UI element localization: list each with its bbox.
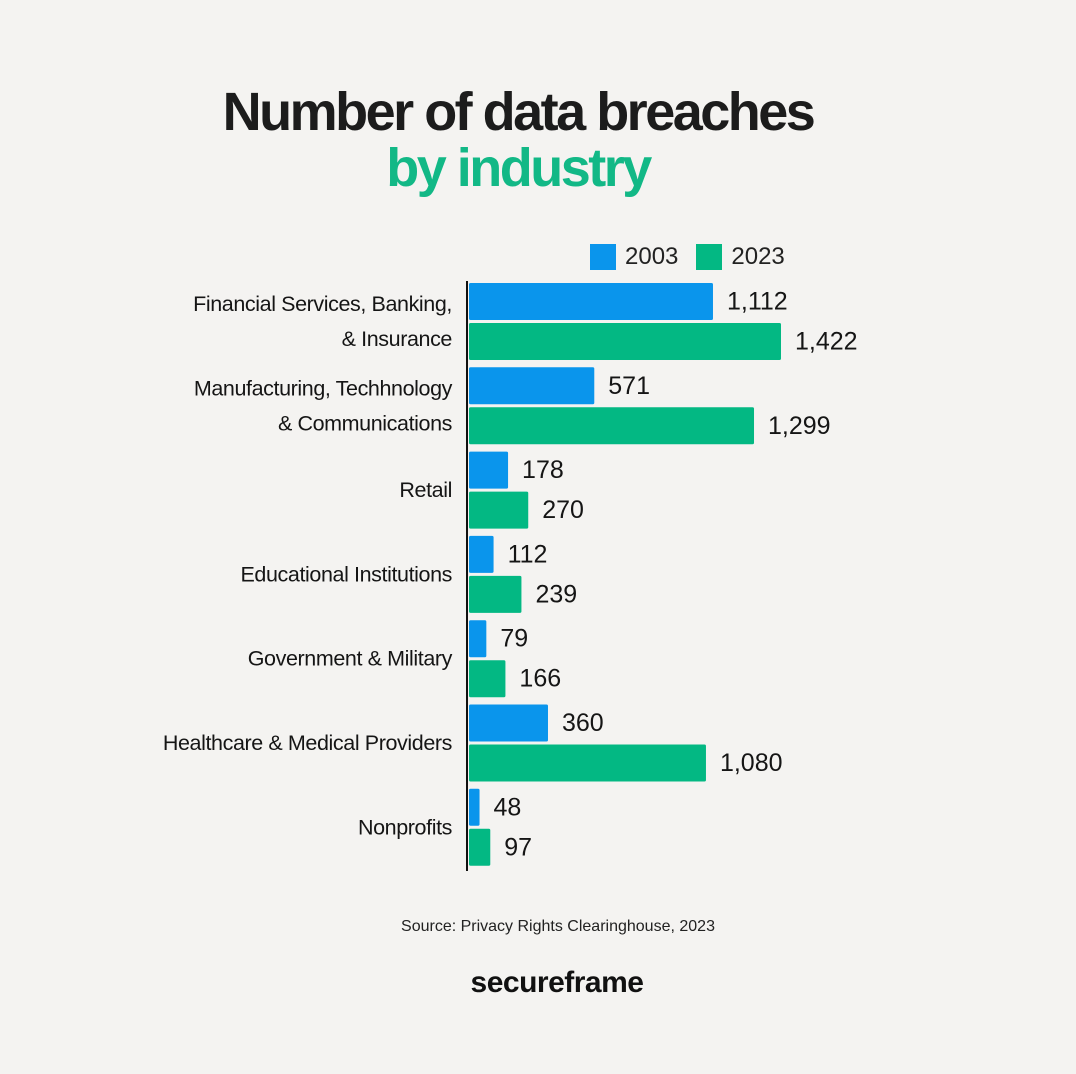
- bar-2023: [469, 744, 706, 782]
- value-label-2003: 178: [522, 456, 564, 484]
- value-label-2003: 112: [508, 540, 548, 568]
- value-label-2003: 1,112: [727, 288, 788, 316]
- bar-2003: [469, 535, 494, 573]
- value-label-2023: 1,422: [795, 328, 858, 356]
- value-label-2003: 79: [500, 625, 528, 653]
- bar-2023: [469, 407, 755, 445]
- bar-2023: [469, 660, 506, 698]
- value-label-2003: 571: [608, 372, 650, 400]
- category-label: Retail: [399, 478, 452, 502]
- legend-item-2003: 2003: [590, 243, 678, 271]
- category-label: Nonprofits: [358, 815, 452, 839]
- value-label-2023: 1,080: [720, 749, 783, 777]
- bar-2023: [469, 828, 491, 866]
- bar-2003: [469, 788, 480, 826]
- legend: 2003 2023: [590, 243, 803, 271]
- category-label: Financial Services, Banking,: [193, 292, 452, 316]
- source-note: Source: Privacy Rights Clearinghouse, 20…: [401, 918, 715, 935]
- legend-item-2023: 2023: [696, 243, 785, 271]
- value-label-2023: 270: [542, 496, 584, 524]
- category-label: & Insurance: [342, 327, 452, 351]
- value-label-2023: 239: [535, 580, 577, 608]
- category-label: Educational Institutions: [240, 562, 452, 586]
- chart-title: Number of data breaches: [222, 82, 816, 142]
- bar-2023: [469, 323, 781, 360]
- bar-2003: [469, 367, 595, 405]
- legend-swatch-2003: [590, 244, 616, 270]
- bar-2023: [469, 491, 529, 529]
- category-label: Manufacturing, Techhnology: [194, 376, 453, 400]
- bar-2003: [469, 451, 509, 489]
- category-label: & Communications: [278, 411, 452, 435]
- value-label-2003: 48: [494, 793, 522, 821]
- bar-2003: [469, 704, 548, 742]
- bar-2003: [469, 283, 713, 320]
- legend-label-2023: 2023: [731, 243, 785, 270]
- legend-swatch-2023: [696, 244, 723, 270]
- legend-label-2003: 2003: [625, 243, 679, 270]
- value-label-2023: 166: [519, 665, 561, 693]
- value-label-2023: 97: [504, 833, 532, 861]
- value-label-2003: 360: [562, 709, 604, 737]
- category-label: Healthcare & Medical Providers: [163, 731, 452, 755]
- chart-subtitle: by industry: [386, 138, 652, 198]
- bar-2023: [469, 575, 522, 613]
- value-label-2023: 1,299: [768, 412, 831, 440]
- category-label: Government & Military: [248, 647, 453, 671]
- secureframe-logo: secureframe: [470, 966, 644, 999]
- bar-2003: [469, 620, 487, 658]
